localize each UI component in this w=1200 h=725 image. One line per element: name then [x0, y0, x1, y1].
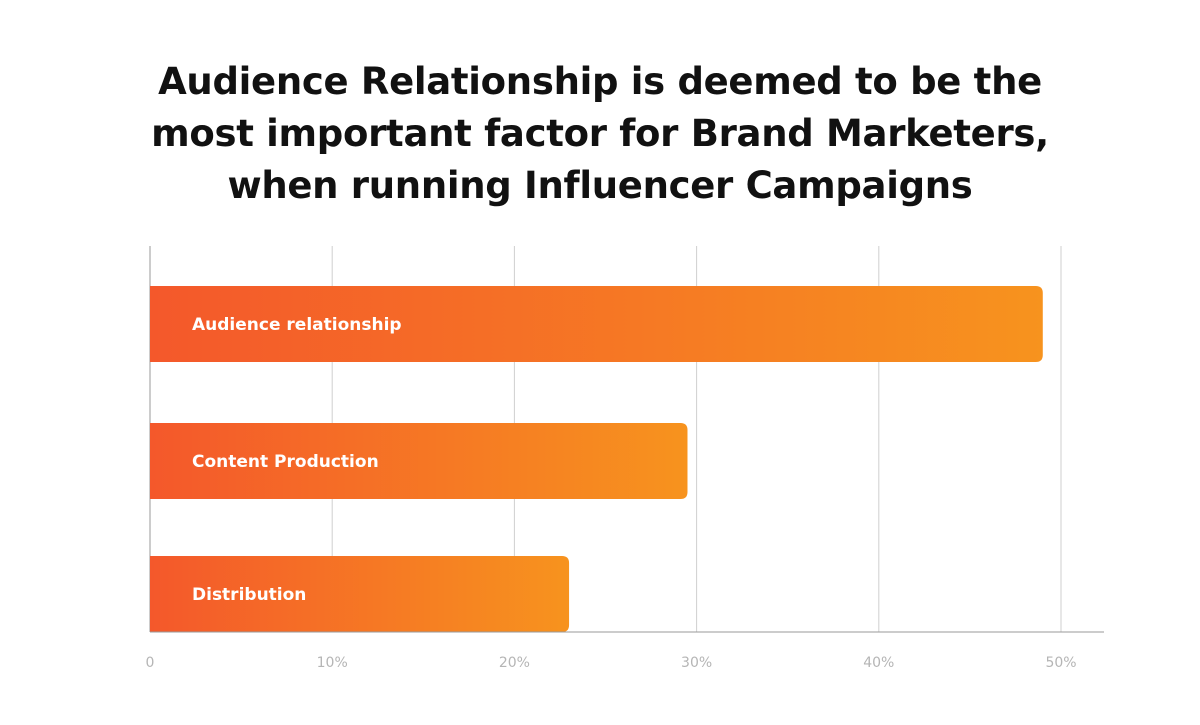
- bar-label-3: Distribution: [192, 585, 306, 605]
- bar-2: [150, 423, 688, 499]
- x-tick-label-5: 50%: [1045, 655, 1076, 671]
- bar-1: [150, 286, 1043, 362]
- chart-title-line-2: most important factor for Brand Marketer…: [151, 112, 1049, 155]
- x-tick-label-2: 20%: [499, 655, 530, 671]
- x-tick-labels: 0 10% 20% 30% 40% 50%: [146, 655, 1077, 671]
- chart-title-line-3: when running Influencer Campaigns: [227, 164, 973, 207]
- bar-label-1: Audience relationship: [192, 315, 402, 335]
- bar-3: [150, 556, 570, 632]
- x-tick-label-0: 0: [146, 655, 155, 671]
- chart-title-line-1: Audience Relationship is deemed to be th…: [158, 60, 1042, 103]
- x-tick-label-3: 30%: [681, 655, 712, 671]
- chart-title: Audience Relationship is deemed to be th…: [0, 56, 1200, 212]
- x-tick-label-4: 40%: [863, 655, 894, 671]
- x-tick-label-1: 10%: [317, 655, 348, 671]
- bars: Audience relationship Content Production D…: [150, 286, 1043, 632]
- bar-label-2: Content Production: [192, 452, 379, 472]
